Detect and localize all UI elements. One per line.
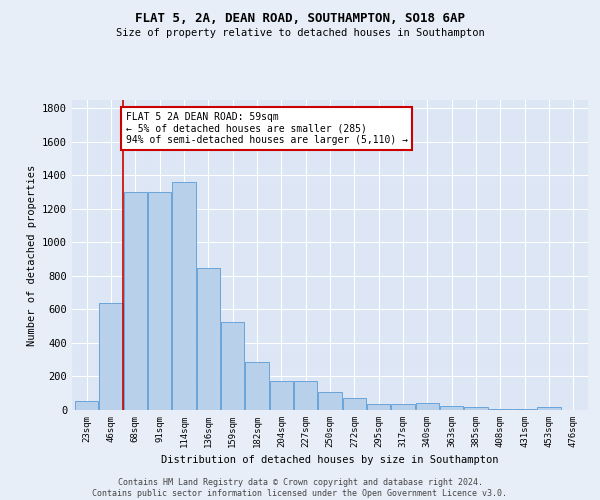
Bar	[294, 380, 317, 410]
Bar	[319, 392, 341, 410]
Bar	[221, 322, 244, 410]
Bar	[343, 398, 366, 410]
Y-axis label: Number of detached properties: Number of detached properties	[26, 164, 37, 346]
Bar	[391, 404, 415, 410]
Bar	[75, 401, 98, 410]
Bar	[538, 408, 560, 410]
Text: FLAT 5 2A DEAN ROAD: 59sqm
← 5% of detached houses are smaller (285)
94% of semi: FLAT 5 2A DEAN ROAD: 59sqm ← 5% of detac…	[125, 112, 407, 145]
Bar	[124, 192, 147, 410]
Text: Contains HM Land Registry data © Crown copyright and database right 2024.
Contai: Contains HM Land Registry data © Crown c…	[92, 478, 508, 498]
Bar	[172, 182, 196, 410]
Bar	[416, 404, 439, 410]
X-axis label: Distribution of detached houses by size in Southampton: Distribution of detached houses by size …	[161, 456, 499, 466]
Bar	[440, 406, 463, 410]
Bar	[489, 409, 512, 410]
Bar	[464, 408, 488, 410]
Bar	[270, 380, 293, 410]
Bar	[513, 409, 536, 410]
Bar	[197, 268, 220, 410]
Text: Size of property relative to detached houses in Southampton: Size of property relative to detached ho…	[116, 28, 484, 38]
Bar	[367, 404, 390, 410]
Bar	[100, 303, 122, 410]
Bar	[245, 362, 269, 410]
Bar	[148, 192, 171, 410]
Text: FLAT 5, 2A, DEAN ROAD, SOUTHAMPTON, SO18 6AP: FLAT 5, 2A, DEAN ROAD, SOUTHAMPTON, SO18…	[135, 12, 465, 26]
